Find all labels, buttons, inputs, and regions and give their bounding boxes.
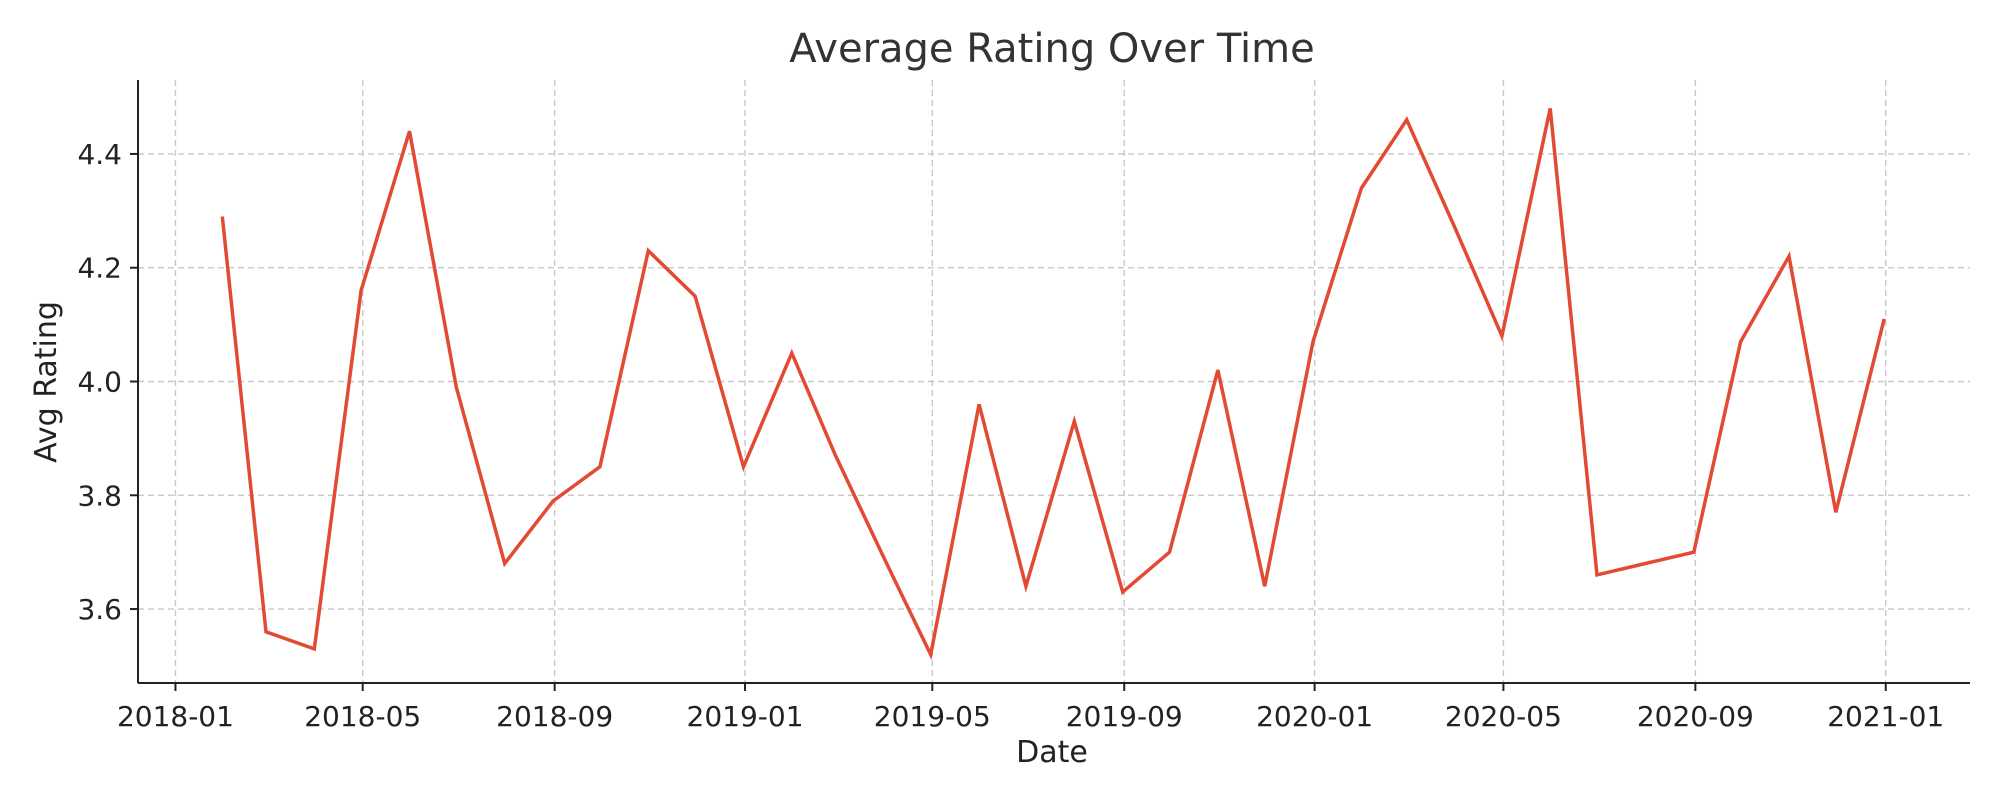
y-tick-label: 4.0 bbox=[77, 366, 122, 399]
x-tick-label: 2018-09 bbox=[496, 700, 613, 733]
x-tick-label: 2019-09 bbox=[1066, 700, 1183, 733]
x-tick-label: 2018-01 bbox=[117, 700, 234, 733]
y-tick-label: 3.6 bbox=[77, 593, 122, 626]
x-tick-label: 2020-09 bbox=[1637, 700, 1754, 733]
y-tick-label: 4.4 bbox=[77, 138, 122, 171]
y-tick-label: 3.8 bbox=[77, 479, 122, 512]
x-tick-label: 2019-05 bbox=[874, 700, 991, 733]
y-tick-label: 4.2 bbox=[77, 252, 122, 285]
x-tick-label: 2019-01 bbox=[687, 700, 804, 733]
chart-title: Average Rating Over Time bbox=[789, 26, 1314, 72]
x-tick-label: 2021-01 bbox=[1827, 700, 1944, 733]
rating-series-line bbox=[220, 108, 1886, 661]
grid-layer bbox=[138, 80, 1970, 683]
x-axis-label: Date bbox=[1016, 735, 1088, 770]
axis-layer: 2018-01 2018-05 2018-09 2019-01 2019-05 2019-… bbox=[77, 80, 1970, 733]
y-axis-label: Avg Rating bbox=[29, 301, 64, 463]
x-tick-label: 2020-01 bbox=[1256, 700, 1373, 733]
series-layer bbox=[220, 108, 1886, 661]
x-tick-label: 2018-05 bbox=[304, 700, 421, 733]
x-tick-label: 2020-05 bbox=[1445, 700, 1562, 733]
text-layer: Average Rating Over Time Date Avg Rating bbox=[29, 26, 1315, 770]
